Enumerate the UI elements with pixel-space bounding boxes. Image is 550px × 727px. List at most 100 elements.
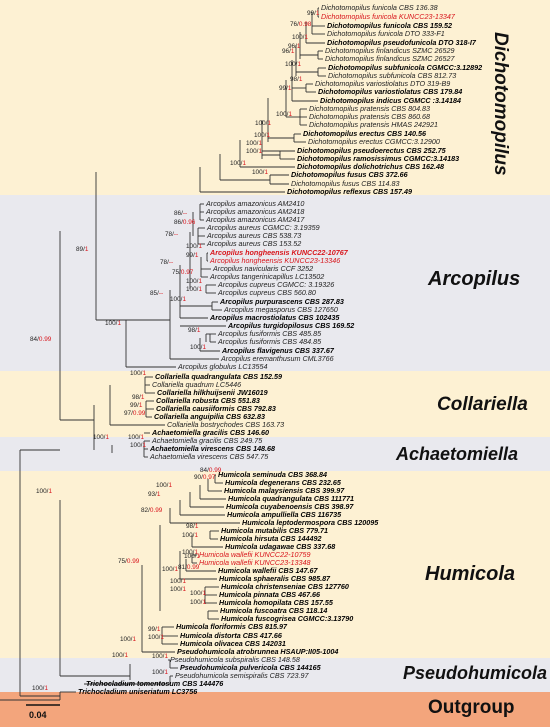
bootstrap-value: 100/	[156, 482, 169, 489]
taxon-label: Dichotomopilus pratensis CBS 804.83	[309, 104, 431, 113]
taxon-label: Dichotomopilus subfunicola CGMCC:3.12892	[328, 63, 483, 72]
posterior-probability: --	[168, 259, 174, 266]
bootstrap-value: 98/	[290, 76, 299, 83]
taxon-label: Humicola olivacea CBS 142031	[180, 639, 286, 648]
bootstrap-value: 100/	[246, 148, 259, 155]
support-value: 99/1	[148, 626, 160, 633]
support-value: 100/1	[182, 532, 198, 539]
bootstrap-value: 100/	[93, 434, 106, 441]
support-value: 100/1	[148, 634, 164, 641]
posterior-probability: 0.99	[132, 410, 146, 417]
taxon-label: Arcopilus hongheensis KUNCC23-13346	[210, 256, 341, 265]
bootstrap-value: 98/	[132, 394, 141, 401]
bootstrap-value: 85/	[150, 290, 159, 297]
posterior-probability: 0.96	[182, 219, 196, 226]
support-value: 98/1	[188, 327, 200, 334]
taxon-label: Collariella quadrum LC5446	[152, 380, 242, 389]
posterior-probability: 1	[182, 296, 187, 303]
taxon-label: Arcopilus tangerinicapillus LC13502	[210, 272, 325, 281]
band-pseudohumicola	[0, 658, 550, 692]
clade-label-outgroup: Outgroup	[428, 697, 515, 718]
support-value: 100/1	[120, 636, 136, 643]
taxon-label: Arcopilus amazonicus AM2410	[206, 199, 305, 208]
bootstrap-value: 82/	[141, 507, 150, 514]
taxon-label: Arcopilus megasporus CBS 127650	[224, 305, 338, 314]
bootstrap-value: 86/	[174, 219, 183, 226]
bootstrap-value: 100/	[190, 344, 203, 351]
bootstrap-value: 100/	[32, 685, 45, 692]
bootstrap-value: 100/	[182, 549, 195, 556]
posterior-probability: 1	[142, 442, 147, 449]
bootstrap-value: 100/	[130, 370, 143, 377]
posterior-probability: 1	[287, 85, 292, 92]
taxon-label: Humicola ampulliella CBS 116735	[227, 510, 342, 519]
taxon-label: Dichotomopilus pseudoerectus CBS 252.75	[297, 146, 446, 155]
bootstrap-value: 98/	[188, 327, 197, 334]
taxon-label: Humicola wallefii CBS 147.67	[218, 566, 318, 575]
support-value: 100/1	[170, 578, 186, 585]
bootstrap-value: 100/	[128, 434, 141, 441]
taxon-label: Humicola cuyabenoensis CBS 398.97	[226, 502, 354, 511]
bootstrap-value: 100/	[36, 488, 49, 495]
taxon-label: Arcopilus navicularis CCF 3252	[213, 264, 314, 273]
band-arcopilus	[0, 195, 550, 371]
taxon-label: Humicola udagawae CBS 337.68	[225, 542, 336, 551]
posterior-probability: 1	[198, 286, 203, 293]
taxon-label: Collariella robusta CBS 551.83	[156, 396, 260, 405]
bootstrap-value: 100/	[230, 160, 243, 167]
support-value: 100/1	[170, 296, 186, 303]
taxon-label: Arcopilus eremanthusum CML3766	[221, 354, 334, 363]
taxon-label: Humicola fuscogrisea CGMCC:3.13790	[221, 614, 354, 623]
bootstrap-value: 86/	[174, 210, 183, 217]
taxon-label: Dichotomopilus funicola KUNCC23-13347	[321, 12, 455, 21]
posterior-probability: 1	[198, 278, 203, 285]
taxon-label: Dichotomopilus funicola DTO 333-F1	[327, 29, 445, 38]
bootstrap-value: 100/	[120, 636, 133, 643]
taxon-label: Humicola seminuda CBS 368.84	[218, 470, 328, 479]
support-value: 78/--	[160, 259, 173, 266]
support-value: 100/1	[32, 685, 48, 692]
clade-label-achaetomiella: Achaetomiella	[396, 444, 519, 464]
support-value: 98/1	[132, 394, 144, 401]
taxon-label: Dichotomopilus funicola CBS 159.52	[327, 21, 453, 30]
support-value: 98/1	[186, 523, 198, 530]
taxon-label: Achaetomiella virescens CBS 148.68	[150, 444, 276, 453]
posterior-probability: 0.99	[208, 467, 222, 474]
bootstrap-value: 97/	[124, 410, 133, 417]
taxon-label: Humicola distorta CBS 417.66	[180, 631, 282, 640]
bootstrap-value: 100/	[112, 652, 125, 659]
taxon-label: Collariella causiiformis CBS 792.83	[156, 404, 276, 413]
taxon-label: Dichotomopilus finlandicus SZMC 26527	[325, 54, 455, 63]
bootstrap-value: 100/	[170, 296, 183, 303]
taxon-label: Dichotomopilus finlandicus SZMC 26529	[325, 46, 455, 55]
support-value: 90/0.97	[194, 474, 215, 481]
taxon-label: Collariella bostrychodes CBS 163.73	[167, 420, 285, 429]
posterior-probability: 1	[296, 43, 301, 50]
support-value: 100/1	[156, 482, 172, 489]
posterior-probability: 1	[138, 402, 143, 409]
posterior-probability: 1	[182, 578, 187, 585]
bootstrap-value: 100/	[152, 653, 165, 660]
posterior-probability: 1	[174, 566, 179, 573]
support-value: 100/1	[186, 286, 202, 293]
bootstrap-value: 100/	[152, 669, 165, 676]
posterior-probability: 1	[84, 246, 89, 253]
support-value: 84/0.99	[30, 336, 51, 343]
support-value: 86/--	[174, 210, 187, 217]
taxon-label: Humicola sphaeralis CBS 985.87	[219, 574, 331, 583]
posterior-probability: 1	[315, 10, 320, 17]
support-value: 78/--	[165, 231, 178, 238]
bootstrap-value: 100/	[190, 590, 203, 597]
taxon-label: Arcopilus globulus LC13554	[178, 362, 268, 371]
taxon-label: Humicola degenerans CBS 232.65	[225, 478, 341, 487]
support-value: 99/1	[130, 402, 142, 409]
taxon-label: Arcopilus purpurascens CBS 287.83	[220, 297, 344, 306]
support-value: 100/1	[130, 370, 146, 377]
bootstrap-value: 98/	[186, 523, 195, 530]
band-humicola	[0, 471, 550, 658]
bootstrap-value: 100/	[162, 566, 175, 573]
bootstrap-value: 100/	[292, 34, 305, 41]
support-value: 93/1	[148, 491, 160, 498]
posterior-probability: 1	[202, 344, 207, 351]
